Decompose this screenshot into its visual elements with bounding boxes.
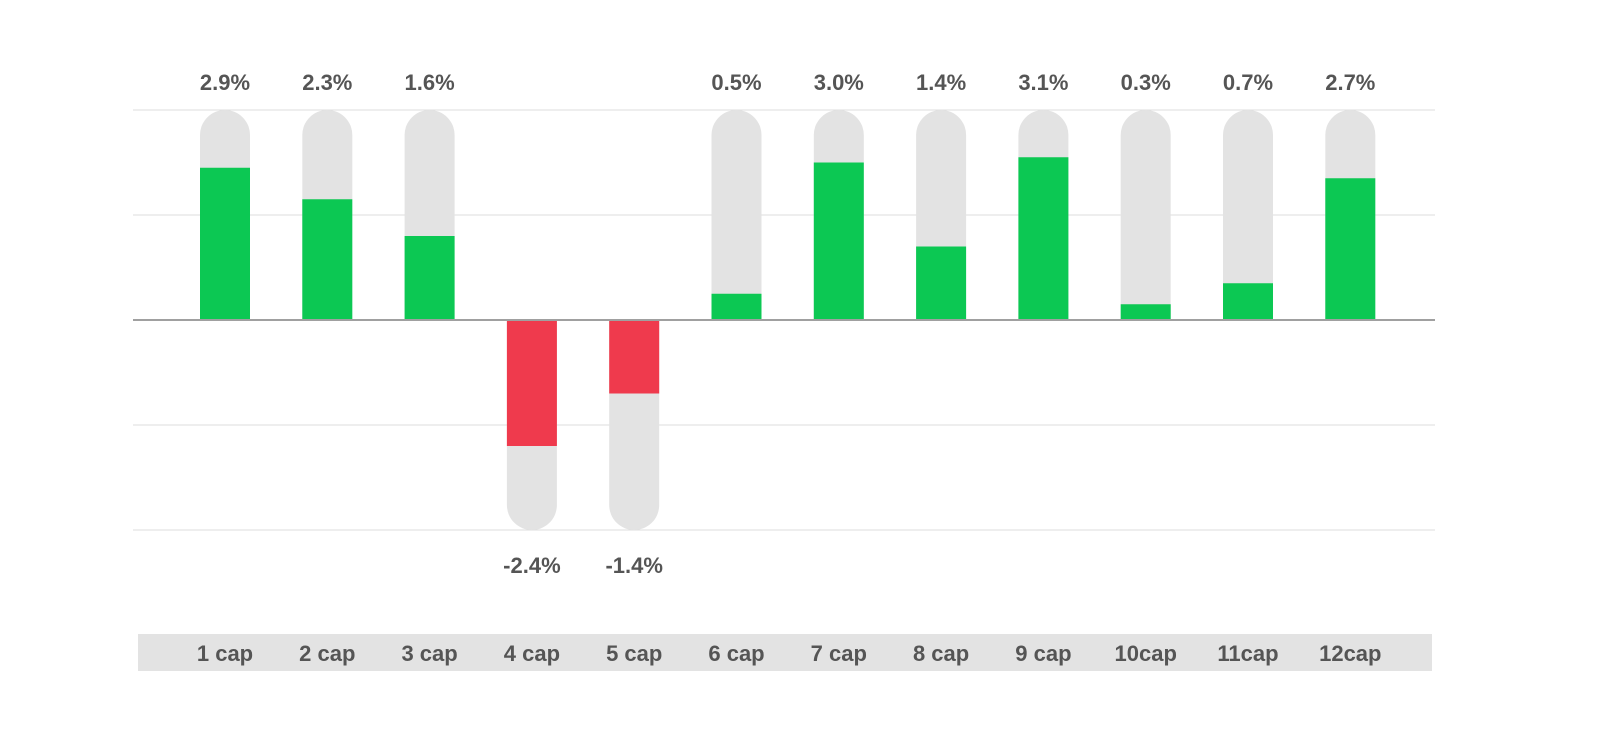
value-label: 1.6% — [405, 70, 455, 95]
bar-track — [1120, 110, 1171, 320]
value-label: 3.1% — [1018, 70, 1068, 95]
bar-track — [1223, 110, 1273, 320]
category-label: 1 cap — [197, 641, 253, 666]
value-label: -2.4% — [503, 553, 560, 578]
category-label: 4 cap — [504, 641, 560, 666]
category-label: 6 cap — [708, 641, 764, 666]
bar — [711, 293, 762, 320]
value-label: 2.3% — [302, 70, 352, 95]
value-label: 0.5% — [711, 70, 761, 95]
category-labels: 1 cap 2 cap 3 cap 4 cap 5 cap 6 cap 7 cap 8 cap… — [197, 641, 1382, 666]
bar — [609, 320, 660, 394]
category-label: 11cap — [1217, 641, 1278, 666]
bar — [1223, 283, 1273, 320]
value-label: 0.3% — [1121, 70, 1171, 95]
category-label: 2 cap — [299, 641, 355, 666]
category-label: 3 cap — [401, 641, 457, 666]
bar-track — [711, 110, 762, 320]
category-label: 10cap — [1115, 641, 1177, 666]
value-label: 3.0% — [814, 70, 864, 95]
value-label: 0.7% — [1223, 70, 1273, 95]
value-labels: 2.9% 2.3% 1.6% -2.4% -1.4% 0.5% 3.0% 1.4% 3.1% 0.… — [200, 70, 1375, 578]
bar — [302, 199, 353, 320]
bar — [1018, 157, 1069, 320]
bars — [200, 157, 1376, 446]
bar — [200, 167, 250, 320]
category-label: 7 cap — [811, 641, 867, 666]
bar — [404, 236, 455, 320]
category-label: 5 cap — [606, 641, 662, 666]
value-label: 2.7% — [1325, 70, 1375, 95]
bar — [916, 246, 967, 320]
bar — [506, 320, 557, 446]
value-label: 2.9% — [200, 70, 250, 95]
category-axis-band — [138, 634, 1432, 671]
bar — [813, 162, 864, 320]
category-label: 8 cap — [913, 641, 969, 666]
value-label: -1.4% — [605, 553, 662, 578]
bar — [1325, 178, 1376, 320]
category-label: 9 cap — [1015, 641, 1071, 666]
bar — [1120, 304, 1171, 320]
category-label: 12cap — [1319, 641, 1381, 666]
value-label: 1.4% — [916, 70, 966, 95]
